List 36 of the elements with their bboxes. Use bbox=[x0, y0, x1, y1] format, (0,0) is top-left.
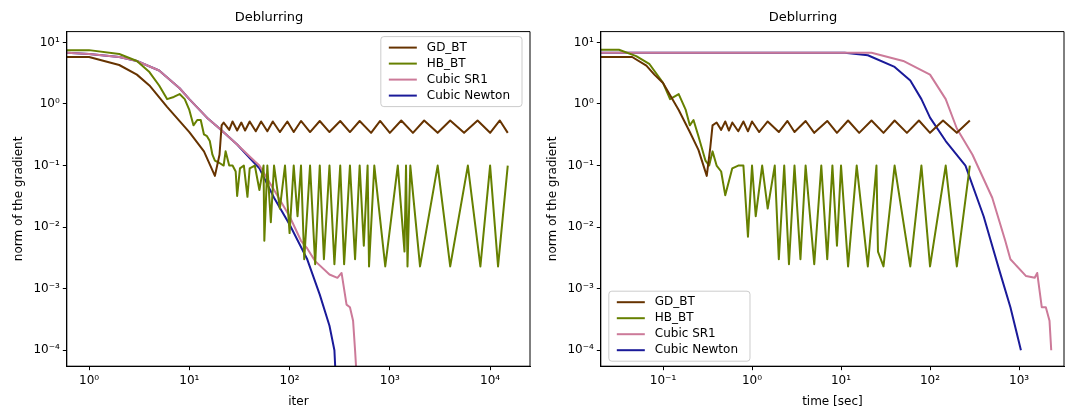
legend-label: Cubic SR1 bbox=[426, 71, 488, 86]
chart-title: Deblurring bbox=[768, 9, 838, 25]
y-tick-label: 10⁻⁴ bbox=[33, 342, 60, 357]
y-tick-label: 10⁻¹ bbox=[567, 157, 594, 172]
y-tick-label: 10⁻² bbox=[567, 219, 594, 234]
legend-label: GD_BT bbox=[654, 294, 696, 309]
legend-label: HB_BT bbox=[426, 55, 467, 70]
legend-label: Cubic Newton bbox=[426, 87, 511, 102]
y-axis-title: norm of the gradient bbox=[545, 136, 560, 262]
x-tick-label: 10¹ bbox=[830, 372, 852, 387]
x-tick-label: 10³ bbox=[1008, 372, 1030, 387]
y-tick-label: 10⁻² bbox=[33, 219, 60, 234]
y-tick-label: 10¹ bbox=[573, 34, 594, 49]
y-tick-label: 10⁰ bbox=[39, 96, 60, 111]
y-tick-label: 10⁰ bbox=[573, 96, 594, 111]
legend-label: Cubic Newton bbox=[654, 342, 738, 357]
chart-title: Deblurring bbox=[234, 9, 304, 25]
y-tick-label: 10¹ bbox=[39, 34, 60, 49]
x-tick-label: 10⁰ bbox=[79, 372, 100, 387]
x-axis-title: iter bbox=[288, 393, 309, 408]
x-tick-label: 10¹ bbox=[179, 372, 200, 387]
x-tick-label: 10⁴ bbox=[480, 372, 501, 387]
y-tick-label: 10⁻⁴ bbox=[567, 342, 594, 357]
legend-label: HB_BT bbox=[654, 310, 695, 325]
x-tick-label: 10² bbox=[919, 372, 941, 387]
y-tick-label: 10⁻³ bbox=[567, 280, 594, 295]
y-tick-label: 10⁻³ bbox=[33, 280, 60, 295]
x-tick-label: 10² bbox=[279, 372, 300, 387]
y-axis-title: norm of the gradient bbox=[11, 136, 26, 262]
x-tick-label: 10⁰ bbox=[741, 372, 763, 387]
legend-label: GD_BT bbox=[426, 39, 468, 54]
x-axis-title: time [sec] bbox=[802, 393, 863, 408]
legend-label: Cubic SR1 bbox=[654, 326, 716, 341]
x-tick-label: 10⁻¹ bbox=[649, 372, 677, 387]
x-tick-label: 10³ bbox=[379, 372, 401, 387]
y-tick-label: 10⁻¹ bbox=[33, 157, 60, 172]
